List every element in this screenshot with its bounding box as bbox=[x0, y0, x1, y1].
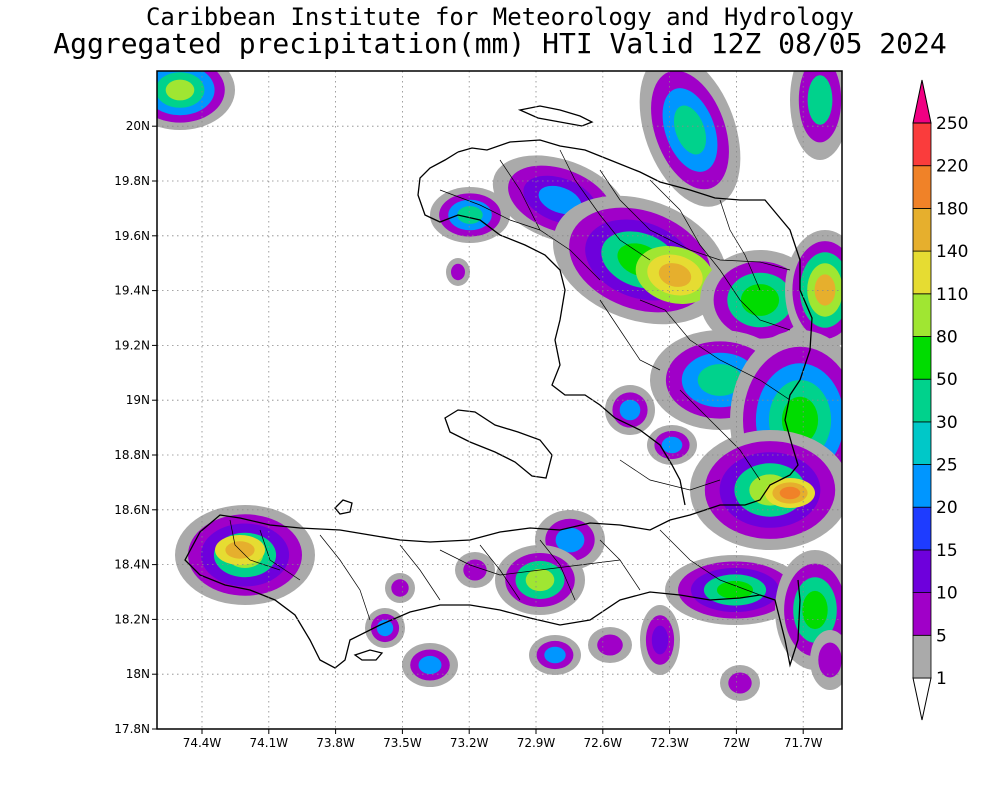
precip-cell-11-c20 bbox=[619, 399, 641, 421]
coastline bbox=[184, 139, 813, 669]
precip-cell-19-c80 bbox=[525, 568, 555, 592]
cayemites-island bbox=[334, 499, 353, 515]
lat-tick-label: 20N bbox=[126, 119, 150, 133]
lon-tick-label: 72.3W bbox=[650, 736, 689, 750]
colorbar-segment bbox=[912, 549, 932, 594]
colorbar-segment bbox=[912, 634, 932, 679]
precip-cell-2-c30 bbox=[807, 75, 833, 125]
precip-cell-8-c50 bbox=[740, 284, 780, 316]
longitude-axis: 74.4W 74.1W 73.8W 73.5W 73.2W 72.9W 72.6W 72.3W… bbox=[183, 729, 823, 750]
colorbar-label: 30 bbox=[936, 413, 958, 433]
precip-cell-9-c140 bbox=[814, 274, 836, 306]
precip-cell-4-c5 bbox=[451, 263, 465, 281]
precip-cell-7-c140 bbox=[658, 263, 692, 287]
colorbar-segment bbox=[912, 592, 932, 636]
colorbar-lower-arrow bbox=[912, 677, 932, 721]
precip-cell-1-c30 bbox=[673, 105, 707, 155]
map-content bbox=[157, 71, 842, 729]
colorbar-segment bbox=[912, 421, 932, 465]
colorbar-segment bbox=[912, 378, 932, 423]
lat-tick-label: 19.2N bbox=[114, 338, 150, 352]
precip-cell-27-c50 bbox=[716, 580, 754, 600]
northern-coast-inner bbox=[417, 151, 686, 506]
colorbar-segment bbox=[912, 506, 932, 551]
lat-tick-label: 17.8N bbox=[114, 722, 150, 736]
precip-cell-3-c30 bbox=[457, 206, 483, 224]
lon-tick-label: 72.6W bbox=[584, 736, 623, 750]
colorbar-label: 250 bbox=[936, 114, 968, 134]
title-line-2: Aggregated precipitation(mm) HTI Valid 1… bbox=[53, 27, 947, 60]
hispaniola-coastline bbox=[184, 139, 813, 669]
colorbar-label: 220 bbox=[936, 157, 968, 177]
admin-boundaries bbox=[229, 149, 791, 621]
precip-cell-24-c20 bbox=[544, 646, 566, 664]
colorbar-segment bbox=[912, 464, 932, 508]
precip-cell-23-c20 bbox=[418, 655, 442, 675]
latitude-axis: 17.8N 18N 18.2N 18.4N 18.6N 18.8N 19N 19.2N 19.4… bbox=[114, 119, 157, 736]
precip-cell-15-c180 bbox=[779, 486, 801, 500]
lat-tick-label: 18.6N bbox=[114, 503, 150, 517]
islands bbox=[334, 105, 594, 661]
colorbar-label: 25 bbox=[936, 456, 958, 476]
colorbar-label: 10 bbox=[936, 584, 958, 604]
colorbar-segment bbox=[912, 336, 932, 380]
precip-cell-25-c5 bbox=[597, 634, 623, 656]
colorbar-segment bbox=[912, 165, 932, 209]
lon-tick-label: 74.1W bbox=[250, 736, 289, 750]
precip-cell-13-c50 bbox=[781, 396, 819, 444]
colorbar-segment bbox=[912, 207, 932, 252]
colorbar-label: 20 bbox=[936, 498, 958, 518]
tortuga-island bbox=[517, 105, 594, 127]
grid-lines bbox=[157, 71, 842, 729]
lon-tick-label: 71.7W bbox=[784, 736, 823, 750]
precip-cell-12-c20 bbox=[661, 436, 683, 454]
colorbar-segment bbox=[912, 250, 932, 295]
colorbar-segment bbox=[912, 122, 932, 167]
colorbar-label: 5 bbox=[936, 626, 947, 646]
colorbar-label: 80 bbox=[936, 327, 958, 347]
precip-cell-20-c5 bbox=[463, 559, 487, 581]
lat-tick-label: 18.4N bbox=[114, 558, 150, 572]
colorbar-label: 140 bbox=[936, 242, 968, 262]
lon-tick-label: 73.8W bbox=[316, 736, 355, 750]
lon-tick-label: 72.9W bbox=[517, 736, 556, 750]
lon-tick-label: 73.2W bbox=[450, 736, 489, 750]
precipitation-fields bbox=[157, 71, 842, 701]
precip-cell-10-c30 bbox=[697, 364, 743, 396]
lat-tick-label: 18N bbox=[126, 667, 150, 681]
precip-cell-29-c5 bbox=[728, 672, 752, 694]
colorbar-label: 15 bbox=[936, 541, 958, 561]
gonave-island bbox=[444, 409, 553, 479]
colorbar-label: 180 bbox=[936, 199, 968, 219]
title-line-1: Caribbean Institute for Meteorology and … bbox=[145, 3, 854, 31]
lon-tick-label: 73.5W bbox=[383, 736, 422, 750]
precip-cell-0-c80 bbox=[165, 79, 195, 101]
lat-tick-label: 18.8N bbox=[114, 448, 150, 462]
vache-island bbox=[353, 649, 384, 661]
colorbar-label: 50 bbox=[936, 370, 958, 390]
precip-cell-21-c5 bbox=[391, 579, 409, 597]
lat-tick-label: 18.2N bbox=[114, 612, 150, 626]
colorbar-label: 1 bbox=[936, 669, 947, 689]
precip-cell-26-c10 bbox=[651, 625, 669, 655]
lat-tick-label: 19.4N bbox=[114, 284, 150, 298]
lon-tick-label: 74.4W bbox=[183, 736, 222, 750]
colorbar-upper-arrow bbox=[912, 79, 932, 124]
precip-cell-28-c50 bbox=[802, 590, 828, 630]
precip-cell-18-c20 bbox=[555, 527, 585, 553]
precip-cell-22-c20 bbox=[376, 619, 394, 637]
colorbar-label: 110 bbox=[936, 285, 968, 305]
lat-tick-label: 19.6N bbox=[114, 229, 150, 243]
precip-cell-30-c5 bbox=[818, 642, 842, 678]
lat-tick-label: 19.8N bbox=[114, 174, 150, 188]
colorbar-segment bbox=[912, 293, 932, 337]
precip-cell-5-c20 bbox=[538, 185, 582, 215]
lon-tick-label: 72W bbox=[723, 736, 750, 750]
lat-tick-label: 19N bbox=[126, 393, 150, 407]
